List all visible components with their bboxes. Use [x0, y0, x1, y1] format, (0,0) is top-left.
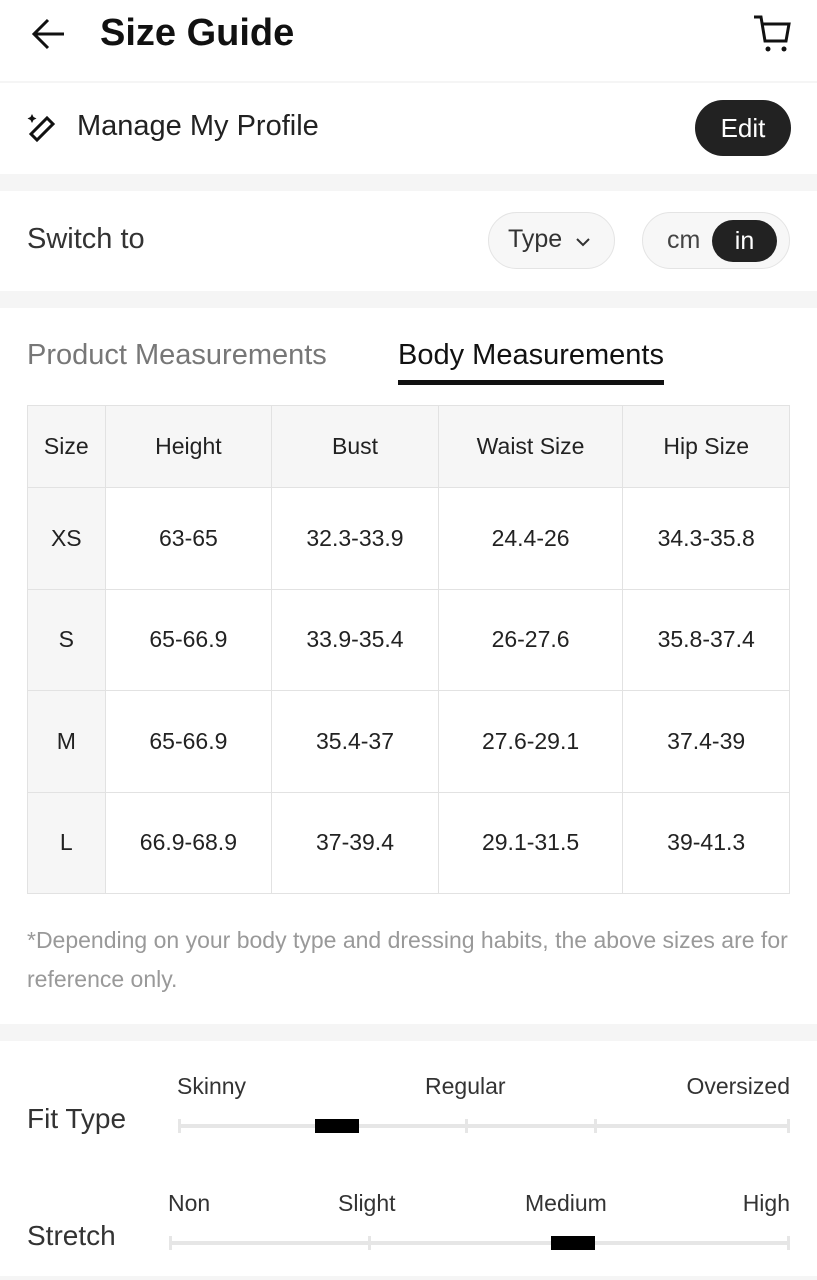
stretch-marker [550, 1236, 595, 1250]
cell: 65-66.9 [104, 588, 273, 691]
cell: S [27, 588, 106, 691]
fit-type-label: Fit Type [27, 1103, 127, 1134]
col-header: Bust [271, 405, 439, 488]
arrow-left-icon[interactable] [30, 16, 68, 52]
scale-label: Regular [425, 1073, 506, 1099]
tab-product-measurements[interactable]: Product Measurements [27, 339, 327, 371]
cell: 66.9-68.9 [104, 791, 273, 894]
col-header: Height [104, 405, 273, 488]
page-title: Size Guide [100, 12, 295, 54]
size-note: *Depending on your body type and dressin… [27, 927, 788, 992]
cell: 29.1-31.5 [437, 791, 624, 894]
unit-toggle[interactable]: cm in [642, 212, 790, 269]
type-label: Type [508, 225, 563, 253]
table-row: L 66.9-68.9 37-39.4 29.1-31.5 39-41.3 [27, 791, 790, 894]
cell: 37.4-39 [622, 690, 790, 793]
table-header-row: Size Height Bust Waist Size Hip Size [27, 405, 790, 488]
cell: 35.8-37.4 [622, 588, 790, 691]
col-header: Waist Size [437, 405, 624, 488]
fit-type-scale [178, 1119, 790, 1133]
scale-label: Skinny [177, 1073, 247, 1099]
unit-in[interactable]: in [712, 220, 777, 262]
size-table: Size Height Bust Waist Size Hip Size XS 6… [27, 405, 790, 894]
cell: 39-41.3 [622, 791, 790, 894]
table-row: M 65-66.9 35.4-37 27.6-29.1 37.4-39 [27, 690, 790, 793]
cell: 33.9-35.4 [271, 588, 439, 691]
table-row: XS 63-65 32.3-33.9 24.4-26 34.3-35.8 [27, 487, 790, 590]
switch-to-label: Switch to [27, 223, 145, 255]
edit-button[interactable]: Edit [695, 100, 791, 156]
scale-label: Oversized [686, 1073, 790, 1099]
cell: 34.3-35.8 [622, 487, 790, 590]
scale-label: Medium [525, 1190, 607, 1216]
cell: 24.4-26 [437, 487, 624, 590]
ruler-sparkle-icon [27, 114, 56, 143]
cell: 27.6-29.1 [437, 690, 624, 793]
stretch-scale [169, 1236, 790, 1250]
type-dropdown[interactable]: Type [488, 212, 615, 269]
cell: M [27, 690, 106, 793]
col-header: Hip Size [622, 405, 790, 488]
stretch-label: Stretch [27, 1220, 116, 1251]
col-header: Size [27, 405, 106, 488]
cell: 63-65 [104, 487, 273, 590]
cell: 32.3-33.9 [271, 487, 439, 590]
cell: 35.4-37 [271, 690, 439, 793]
cell: 65-66.9 [104, 690, 273, 793]
fit-type-marker [315, 1119, 360, 1133]
cell: L [27, 791, 106, 894]
cell: XS [27, 487, 106, 590]
unit-cm[interactable]: cm [667, 226, 701, 254]
cell: 26-27.6 [437, 588, 624, 691]
cell: 37-39.4 [271, 791, 439, 894]
scale-label: Non [168, 1190, 211, 1216]
manage-profile-link[interactable]: Manage My Profile [77, 110, 319, 142]
scale-label: High [742, 1190, 790, 1216]
table-row: S 65-66.9 33.9-35.4 26-27.6 35.8-37.4 [27, 588, 790, 691]
cart-icon[interactable] [750, 12, 792, 54]
scale-label: Slight [338, 1190, 396, 1216]
tab-body-measurements[interactable]: Body Measurements [398, 339, 664, 385]
chevron-down-icon [576, 238, 590, 247]
